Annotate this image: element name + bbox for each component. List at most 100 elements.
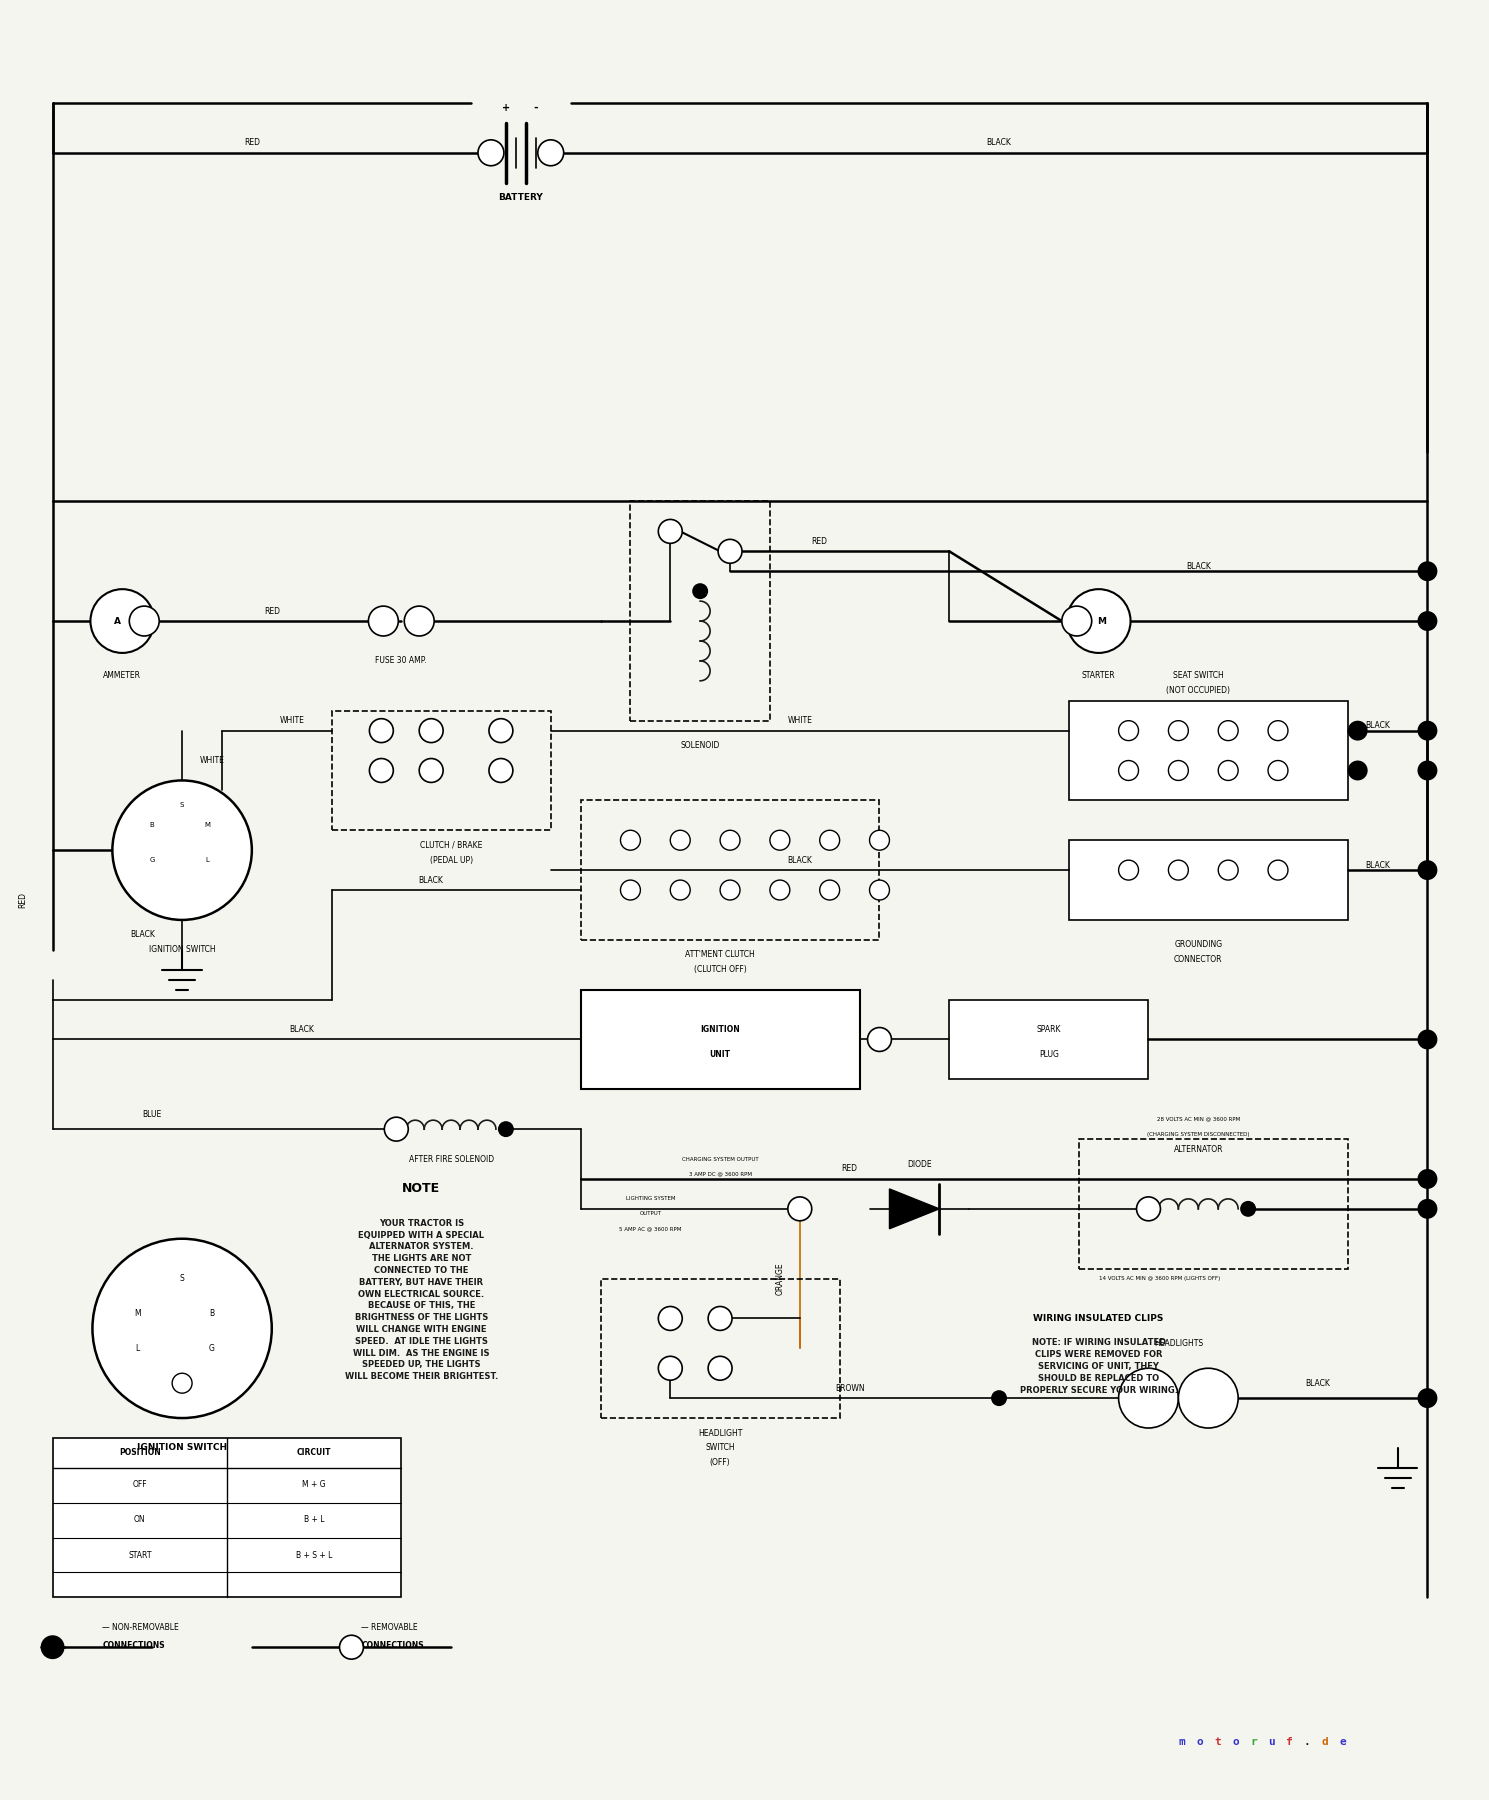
Bar xyxy=(122,1343,152,1359)
Text: CONNECTOR: CONNECTOR xyxy=(1173,956,1222,965)
Text: M: M xyxy=(1097,617,1106,626)
Bar xyxy=(600,1278,840,1418)
Circle shape xyxy=(1218,761,1239,781)
Circle shape xyxy=(1418,860,1437,880)
Text: B + L: B + L xyxy=(304,1516,325,1525)
Text: (CLUTCH OFF): (CLUTCH OFF) xyxy=(694,965,746,974)
Circle shape xyxy=(1062,607,1091,635)
Text: UNIT: UNIT xyxy=(710,1049,731,1058)
Bar xyxy=(137,824,167,841)
Text: CONNECTIONS: CONNECTIONS xyxy=(362,1642,424,1651)
Text: AMMETER: AMMETER xyxy=(103,671,141,680)
Circle shape xyxy=(709,1307,733,1330)
Circle shape xyxy=(1418,720,1437,740)
Text: 28 VOLTS AC MIN @ 3600 RPM: 28 VOLTS AC MIN @ 3600 RPM xyxy=(1157,1116,1240,1121)
Circle shape xyxy=(478,140,503,166)
Circle shape xyxy=(1218,720,1239,740)
Circle shape xyxy=(658,520,682,544)
Circle shape xyxy=(1418,1388,1437,1408)
Circle shape xyxy=(770,880,789,900)
Text: (OFF): (OFF) xyxy=(710,1458,731,1467)
Text: BLACK: BLACK xyxy=(1365,860,1391,869)
Text: M + G: M + G xyxy=(302,1480,326,1489)
Bar xyxy=(630,502,770,720)
Text: +: + xyxy=(502,103,509,113)
Text: L: L xyxy=(205,857,208,864)
Text: OFF: OFF xyxy=(133,1480,147,1489)
Circle shape xyxy=(173,1373,192,1393)
Circle shape xyxy=(1348,761,1368,781)
Bar xyxy=(581,990,859,1089)
Text: BATTERY: BATTERY xyxy=(499,193,543,202)
Bar xyxy=(948,999,1148,1080)
Text: B: B xyxy=(210,1309,214,1318)
Circle shape xyxy=(130,607,159,635)
Text: BLACK: BLACK xyxy=(1306,1379,1330,1388)
Text: SPARK: SPARK xyxy=(1036,1024,1062,1033)
Text: IGNITION SWITCH: IGNITION SWITCH xyxy=(149,945,216,954)
Text: POSITION: POSITION xyxy=(119,1449,161,1458)
Text: — REMOVABLE: — REMOVABLE xyxy=(362,1624,418,1633)
Bar xyxy=(1069,841,1348,920)
Circle shape xyxy=(709,1355,733,1381)
Text: RED: RED xyxy=(244,139,261,148)
Text: AFTER FIRE SOLENOID: AFTER FIRE SOLENOID xyxy=(408,1154,494,1163)
Text: o: o xyxy=(1196,1737,1203,1746)
Text: BLACK: BLACK xyxy=(1185,562,1211,571)
Text: RED: RED xyxy=(841,1165,858,1174)
Text: B + S + L: B + S + L xyxy=(296,1552,332,1561)
Circle shape xyxy=(405,607,435,635)
Bar xyxy=(581,801,880,940)
Circle shape xyxy=(1418,1030,1437,1049)
Circle shape xyxy=(112,781,252,920)
Circle shape xyxy=(870,830,889,850)
Circle shape xyxy=(721,830,740,850)
Text: DIODE: DIODE xyxy=(907,1159,932,1168)
Text: S: S xyxy=(180,803,185,808)
Circle shape xyxy=(721,880,740,900)
Circle shape xyxy=(1169,761,1188,781)
Circle shape xyxy=(488,758,512,783)
Text: BROWN: BROWN xyxy=(835,1384,865,1393)
Bar xyxy=(188,824,217,841)
Text: RED: RED xyxy=(18,893,27,907)
Text: NOTE: IF WIRING INSULATED
CLIPS WERE REMOVED FOR
SERVICING OF UNIT, THEY
SHOULD : NOTE: IF WIRING INSULATED CLIPS WERE REM… xyxy=(1020,1339,1178,1395)
Circle shape xyxy=(420,718,444,743)
Text: RED: RED xyxy=(812,536,828,545)
Text: BLACK: BLACK xyxy=(130,931,155,940)
Text: PLUG: PLUG xyxy=(1039,1049,1059,1058)
Text: e: e xyxy=(1340,1737,1346,1746)
Text: IGNITION: IGNITION xyxy=(700,1024,740,1033)
Text: t: t xyxy=(1214,1737,1221,1746)
Text: BLACK: BLACK xyxy=(289,1024,314,1033)
Text: ALTERNATOR: ALTERNATOR xyxy=(1173,1145,1222,1154)
Circle shape xyxy=(1066,589,1130,653)
Text: START: START xyxy=(128,1552,152,1561)
Text: d: d xyxy=(1322,1737,1328,1746)
Circle shape xyxy=(621,880,640,900)
Circle shape xyxy=(1118,1368,1178,1427)
Text: B: B xyxy=(150,823,155,828)
Circle shape xyxy=(788,1197,812,1220)
Text: CIRCUIT: CIRCUIT xyxy=(296,1449,332,1458)
Circle shape xyxy=(1418,562,1437,581)
Circle shape xyxy=(1118,720,1139,740)
Text: .: . xyxy=(1304,1737,1310,1746)
Circle shape xyxy=(1269,720,1288,740)
Text: ORANGE: ORANGE xyxy=(776,1262,785,1294)
Circle shape xyxy=(992,1390,1007,1406)
Text: CONNECTIONS: CONNECTIONS xyxy=(103,1642,165,1651)
Text: IGNITION SWITCH: IGNITION SWITCH xyxy=(137,1444,228,1453)
Text: HEADLIGHTS: HEADLIGHTS xyxy=(1154,1339,1203,1348)
Text: YOUR TRACTOR IS
EQUIPPED WITH A SPECIAL
ALTERNATOR SYSTEM.
THE LIGHTS ARE NOT
CO: YOUR TRACTOR IS EQUIPPED WITH A SPECIAL … xyxy=(344,1219,497,1381)
Circle shape xyxy=(1418,610,1437,632)
Circle shape xyxy=(40,1634,64,1660)
Text: -: - xyxy=(533,103,538,113)
Text: SOLENOID: SOLENOID xyxy=(680,742,719,751)
Text: BLACK: BLACK xyxy=(418,875,444,884)
Bar xyxy=(52,1438,401,1597)
Circle shape xyxy=(368,607,398,635)
Text: WHITE: WHITE xyxy=(788,716,812,725)
Text: RED: RED xyxy=(264,607,280,616)
Text: G: G xyxy=(208,1345,214,1354)
